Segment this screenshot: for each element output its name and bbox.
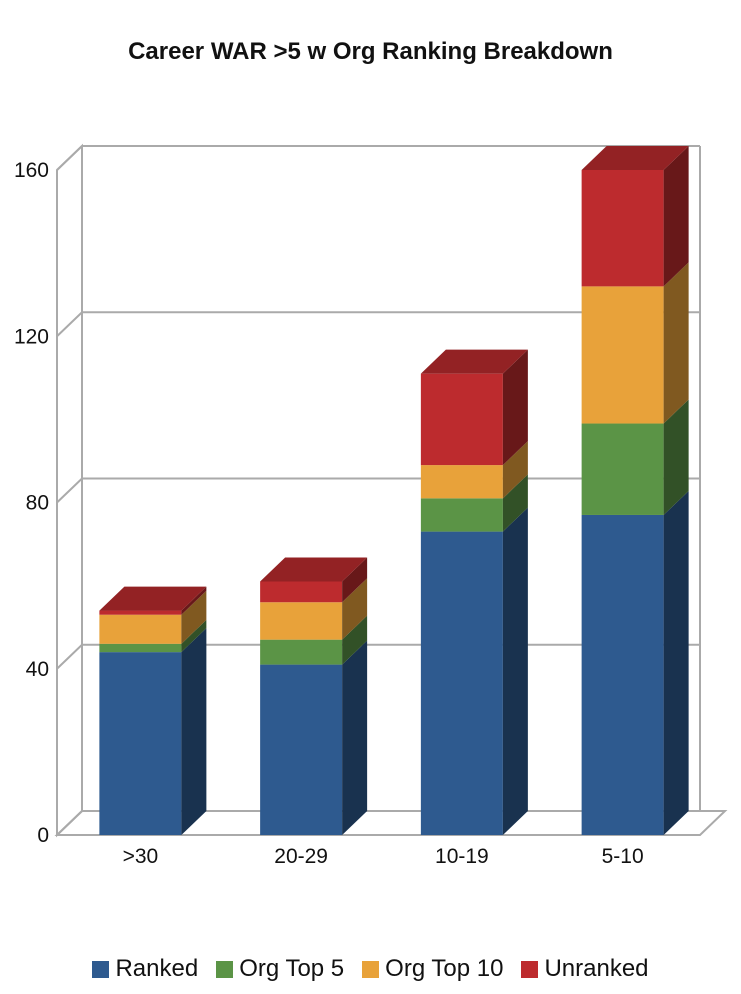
y-tick-label: 120 bbox=[14, 325, 49, 348]
bar-front bbox=[260, 639, 343, 665]
x-tick-label: 20-29 bbox=[274, 845, 328, 868]
x-tick-label: 10-19 bbox=[435, 845, 489, 868]
bar-side bbox=[663, 490, 689, 835]
bar-side bbox=[502, 349, 528, 466]
bar-side bbox=[502, 441, 528, 499]
bar-front bbox=[99, 652, 182, 835]
bar-front bbox=[420, 498, 503, 532]
bar-segment bbox=[581, 399, 689, 515]
x-axis-ticks: >30 20-29 10-19 5-10 bbox=[123, 845, 644, 868]
bars bbox=[99, 146, 689, 835]
bar-front bbox=[99, 610, 182, 615]
bar-front bbox=[260, 602, 343, 640]
y-axis-ticks: 0 40 80 120 160 bbox=[14, 159, 49, 847]
bar-top bbox=[260, 557, 368, 582]
bar-front bbox=[581, 170, 664, 287]
bar-side bbox=[342, 578, 368, 640]
x-tick-label: >30 bbox=[123, 845, 159, 868]
bar-segment bbox=[260, 578, 368, 640]
bar-front bbox=[260, 581, 343, 603]
bar-side bbox=[502, 474, 528, 532]
bar-side bbox=[502, 507, 528, 835]
bar-segment bbox=[420, 441, 528, 499]
bar-side bbox=[663, 399, 689, 515]
bar-segment bbox=[260, 615, 368, 665]
legend-label: Org Top 5 bbox=[239, 955, 345, 982]
legend-item: Org Top 10 bbox=[362, 955, 503, 983]
legend-swatch bbox=[521, 960, 539, 978]
gridline bbox=[56, 311, 700, 337]
legend-label: Org Top 10 bbox=[385, 955, 504, 982]
legend-swatch bbox=[216, 960, 234, 978]
y-tick-label: 80 bbox=[26, 492, 49, 515]
bar-front bbox=[581, 514, 664, 835]
bar-segment bbox=[581, 146, 689, 287]
y-tick-label: 160 bbox=[14, 159, 49, 182]
bar-segment bbox=[99, 590, 207, 644]
bar-segment bbox=[420, 507, 528, 835]
bar-front bbox=[420, 531, 503, 835]
bar-side bbox=[181, 590, 207, 644]
bar-segment bbox=[260, 557, 368, 603]
bar-front bbox=[581, 286, 664, 424]
bar-side bbox=[342, 640, 368, 835]
bar-side bbox=[663, 262, 689, 424]
bar-segment bbox=[420, 474, 528, 532]
bar-top bbox=[581, 146, 689, 170]
bar-top bbox=[99, 586, 207, 611]
legend-item: Org Top 5 bbox=[216, 955, 344, 983]
bar-front bbox=[99, 614, 182, 644]
legend-swatch bbox=[362, 960, 380, 978]
bar-segment bbox=[581, 490, 689, 835]
legend: Ranked Org Top 5 Org Top 10 Unranked bbox=[0, 955, 741, 983]
bar-side bbox=[342, 615, 368, 665]
bar-front bbox=[420, 465, 503, 499]
legend-swatch bbox=[92, 960, 110, 978]
bar-front bbox=[99, 643, 182, 653]
bar-front bbox=[581, 423, 664, 515]
legend-item: Ranked bbox=[92, 955, 198, 983]
bar-front bbox=[260, 664, 343, 835]
bar-segment bbox=[99, 619, 207, 653]
bar-segment bbox=[99, 628, 207, 835]
bar-segment bbox=[99, 586, 207, 615]
bar-side bbox=[181, 586, 207, 615]
gridline bbox=[56, 145, 700, 171]
legend-item: Unranked bbox=[521, 955, 649, 983]
bar-side bbox=[342, 557, 368, 603]
x-tick-label: 5-10 bbox=[602, 845, 644, 868]
legend-label: Ranked bbox=[115, 955, 199, 982]
bar-side bbox=[181, 619, 207, 653]
bar-side bbox=[181, 628, 207, 835]
legend-label: Unranked bbox=[544, 955, 649, 982]
y-tick-label: 40 bbox=[26, 658, 49, 681]
bar-segment bbox=[420, 349, 528, 466]
chart-title: Career WAR >5 w Org Ranking Breakdown bbox=[128, 38, 613, 65]
bar-front bbox=[420, 373, 503, 466]
bar-segment bbox=[260, 640, 368, 835]
bar-side bbox=[663, 146, 689, 287]
y-tick-label: 0 bbox=[37, 824, 49, 847]
bar-top bbox=[420, 349, 528, 374]
bar-segment bbox=[581, 262, 689, 424]
